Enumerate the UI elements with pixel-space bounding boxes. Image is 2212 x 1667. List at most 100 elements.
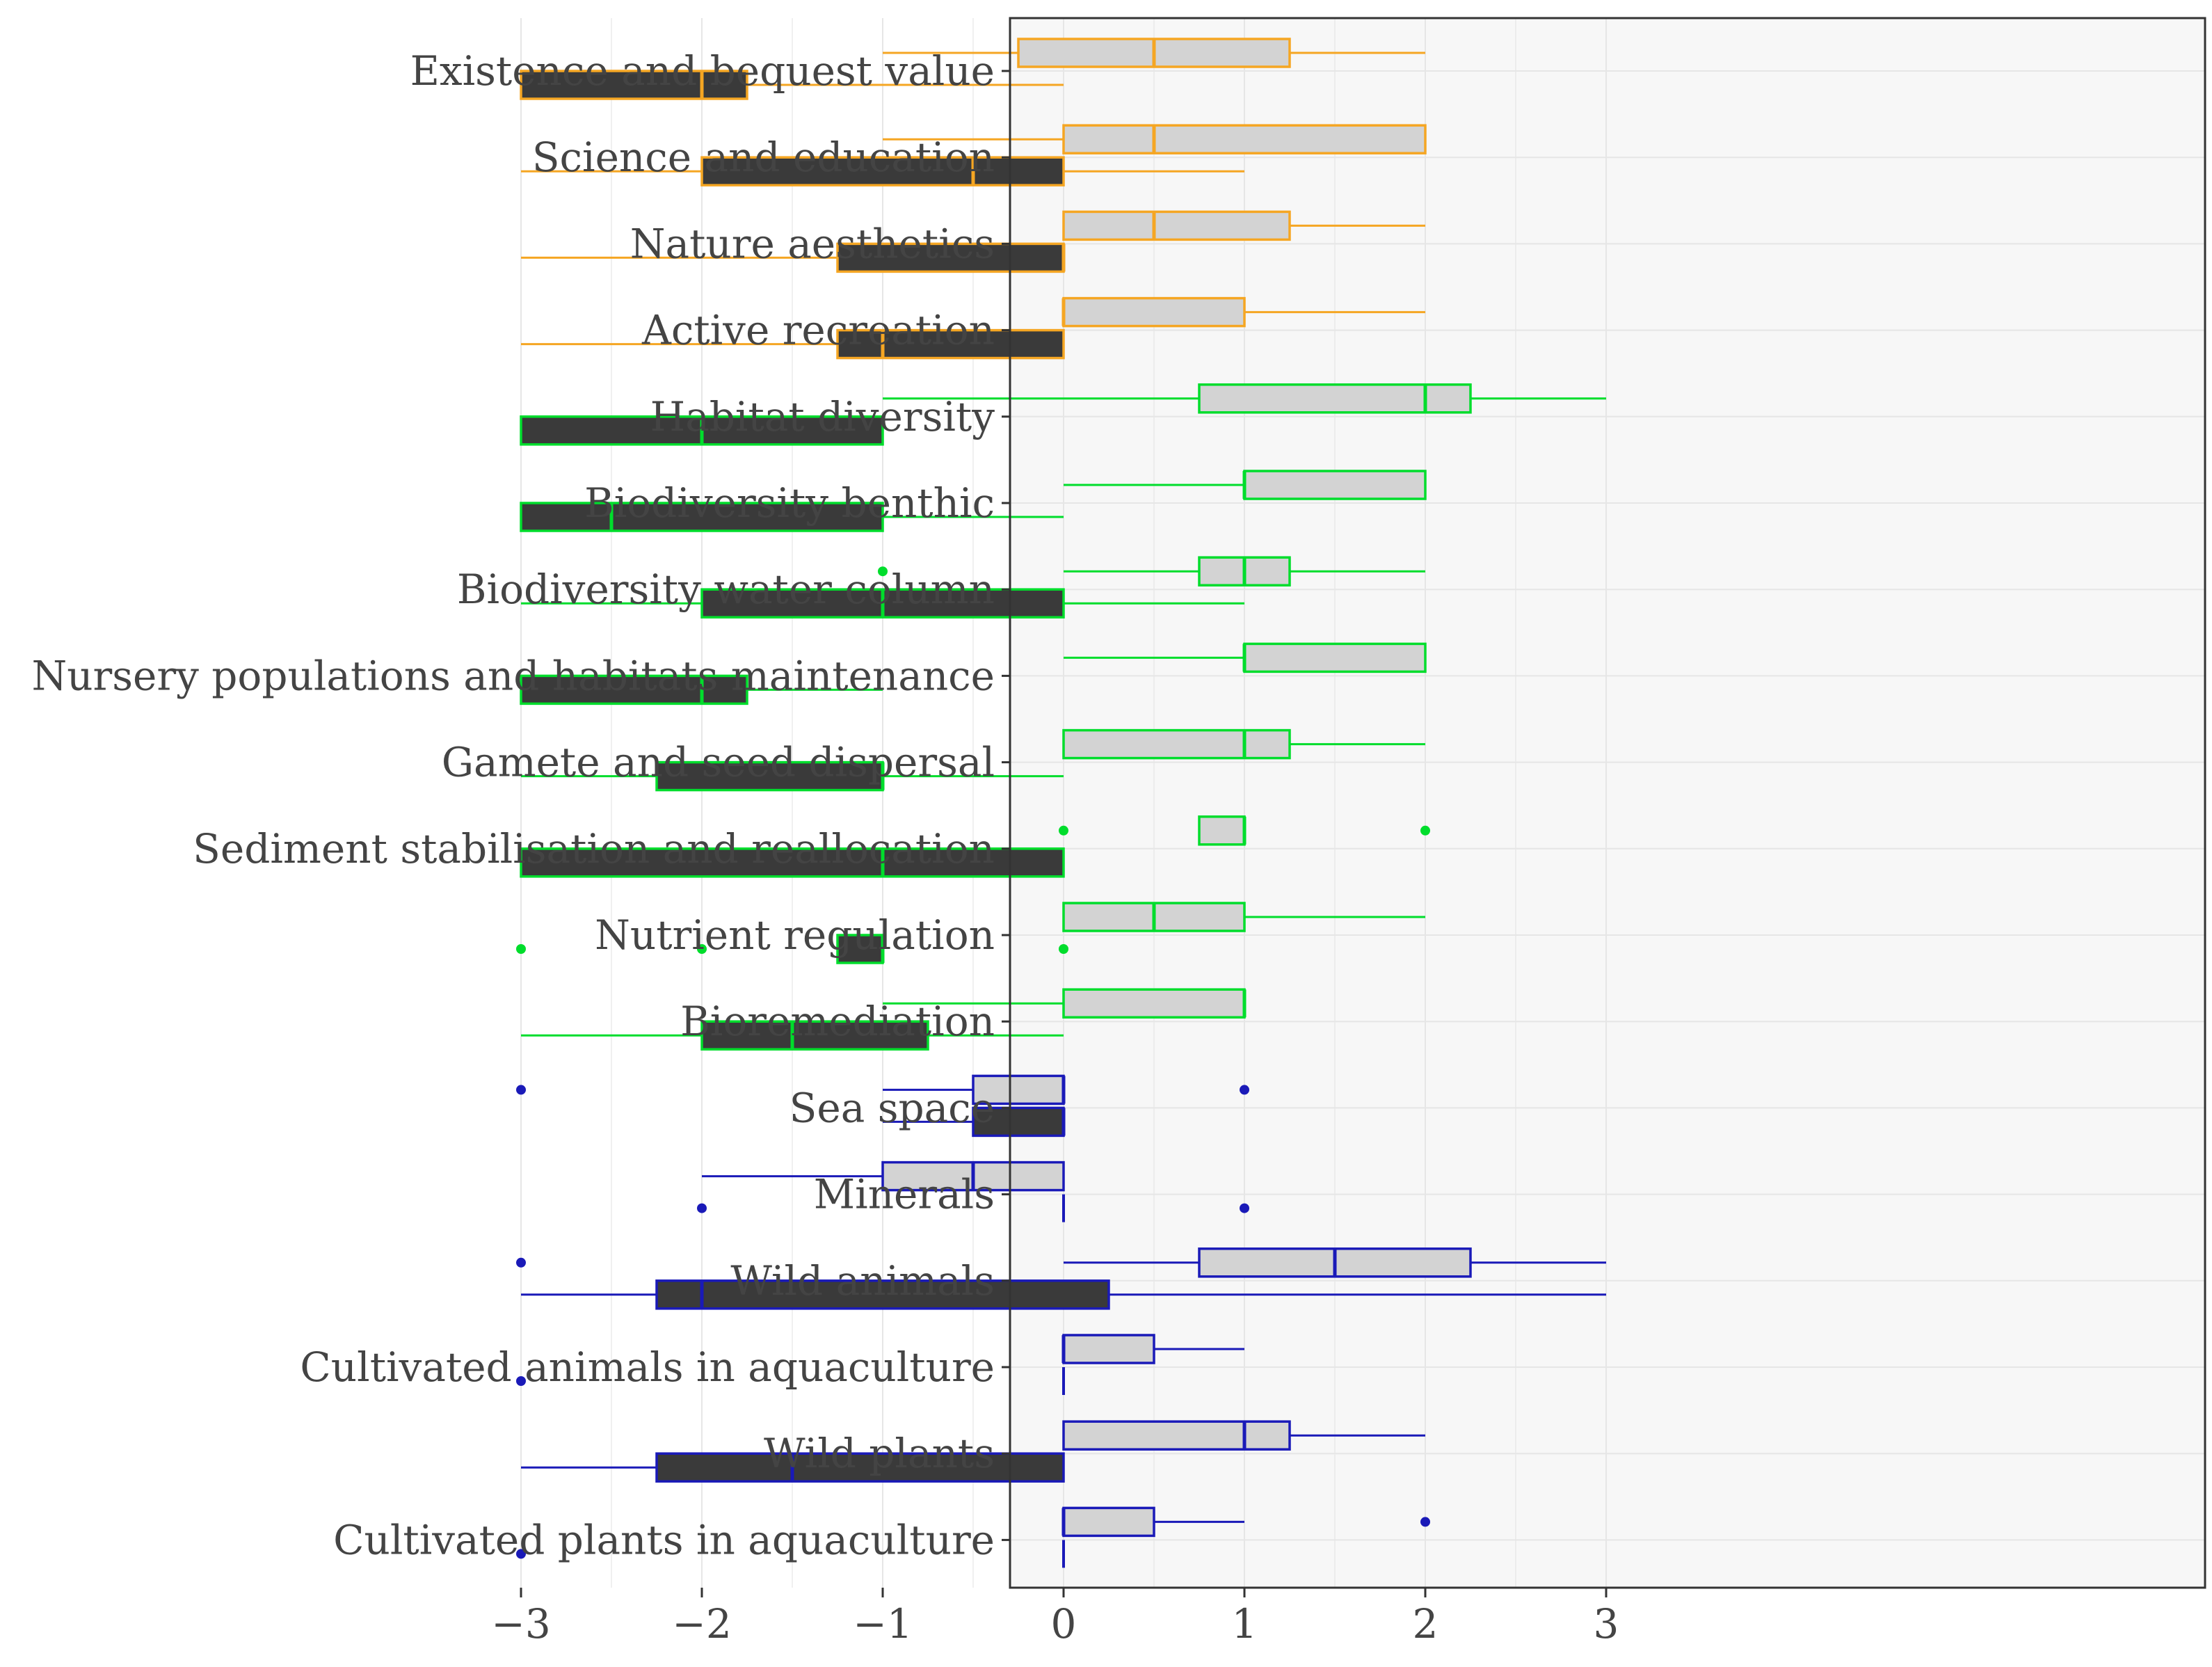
plot-frame — [1009, 17, 2206, 1589]
box-iqr — [1243, 642, 1427, 673]
box-iqr — [1198, 383, 1472, 414]
positive-box — [1064, 470, 1427, 500]
box-iqr — [655, 1279, 1110, 1310]
category-label: Nutrient regulation — [595, 911, 995, 959]
box-iqr — [1062, 1506, 1155, 1538]
box-iqr — [1062, 124, 1427, 154]
category-label: Habitat diversity — [650, 393, 995, 440]
x-tick-label: −2 — [672, 1600, 732, 1648]
positive-box — [883, 988, 1247, 1019]
category-labels: Existence and bequest value Science and e… — [31, 47, 1010, 1563]
x-tick-label: 2 — [1413, 1600, 1438, 1648]
category-label: Cultivated plants in aquaculture — [333, 1516, 995, 1563]
x-tick-label: 3 — [1594, 1600, 1619, 1648]
x-tick-label: 0 — [1051, 1600, 1077, 1648]
positive-box — [883, 383, 1606, 414]
negative-box — [883, 1106, 1066, 1138]
category-label: Gamete and seed dispersal — [442, 739, 995, 786]
negative-box — [521, 242, 1066, 273]
box-iqr — [972, 1106, 1065, 1138]
box-iqr — [655, 760, 884, 792]
negative-box — [521, 760, 1064, 792]
negative-box — [520, 674, 883, 705]
positive-box — [883, 124, 1427, 154]
negative-box — [521, 328, 1065, 360]
box-iqr — [1062, 1420, 1291, 1451]
positive-box — [1061, 1334, 1244, 1364]
positive-box — [1062, 728, 1425, 760]
negative-box — [520, 502, 1064, 532]
category-label: Wild plants — [764, 1430, 995, 1477]
positive-box — [516, 1247, 1606, 1278]
box-iqr — [1062, 988, 1246, 1019]
category-label: Active recreation — [641, 307, 995, 354]
box-iqr — [836, 328, 1065, 360]
box-iqr — [1062, 210, 1291, 241]
category-label: Science and education — [532, 134, 995, 181]
positive-box — [1061, 296, 1425, 328]
category-label: Nature aesthetics — [630, 220, 995, 267]
outlier-point — [516, 944, 526, 954]
box-iqr — [972, 1074, 1065, 1106]
positive-box — [1062, 1420, 1425, 1451]
category-label: Sediment stabilisation and reallocation — [193, 825, 995, 872]
outlier-point — [516, 1257, 526, 1268]
box-iqr — [700, 1020, 929, 1051]
positive-box — [702, 1160, 1065, 1192]
negative-box — [697, 1194, 1249, 1222]
negative-box — [521, 1020, 1064, 1051]
box-iqr — [1243, 470, 1427, 500]
negative-box — [520, 415, 884, 446]
positive-box — [1062, 210, 1425, 241]
category-label: Sea space — [790, 1084, 995, 1131]
boxes-layer — [516, 38, 1606, 1568]
positive-box — [878, 556, 1425, 587]
negative-box — [516, 934, 1068, 964]
box-iqr — [520, 70, 748, 100]
positive-box — [1064, 642, 1427, 673]
box-iqr — [520, 502, 884, 532]
negative-box — [521, 588, 1244, 619]
outlier-point — [516, 1376, 526, 1386]
box-iqr — [836, 242, 1065, 273]
plot-panel — [1010, 18, 2205, 1588]
positive-box — [1059, 815, 1430, 846]
box-iqr — [1062, 296, 1246, 328]
outlier-point — [1240, 1085, 1249, 1095]
positive-box — [1062, 902, 1425, 932]
negative-box — [520, 847, 1065, 878]
outlier-point — [1059, 825, 1068, 836]
negative-box — [516, 1367, 1065, 1395]
x-tick-label: −1 — [853, 1600, 913, 1648]
category-label: Nursery populations and habitats mainten… — [31, 652, 995, 699]
outlier-point — [1420, 1517, 1430, 1527]
grid-lines — [520, 18, 2205, 1588]
positive-box — [1061, 1506, 1430, 1538]
positive-box — [883, 38, 1425, 68]
box-iqr — [655, 1452, 1065, 1483]
outlier-point — [516, 1549, 526, 1559]
positive-box — [516, 1074, 1249, 1106]
box-iqr — [520, 847, 1065, 878]
outlier-point — [878, 566, 888, 577]
negative-box — [521, 1279, 1606, 1310]
outlier-point — [697, 1203, 707, 1213]
outlier-point — [516, 1085, 526, 1095]
x-axis: −3 −2 −1 0 1 2 3 — [491, 1588, 1619, 1648]
category-label: Biodiversity benthic — [584, 479, 995, 527]
x-tick-label: −3 — [491, 1600, 551, 1648]
category-label: Minerals — [814, 1171, 995, 1218]
category-label: Wild animals — [730, 1257, 995, 1305]
category-label: Bioremediation — [680, 998, 995, 1045]
box-iqr — [700, 156, 1065, 186]
category-label: Biodiversity water column — [457, 566, 995, 613]
box-iqr — [520, 674, 748, 705]
category-label: Existence and bequest value — [410, 47, 995, 95]
negative-box — [521, 1452, 1065, 1483]
negative-box — [521, 156, 1244, 186]
outlier-point — [1240, 1203, 1249, 1213]
negative-box — [516, 1540, 1065, 1568]
box-iqr — [1198, 815, 1246, 846]
category-label: Cultivated animals in aquaculture — [300, 1343, 995, 1391]
